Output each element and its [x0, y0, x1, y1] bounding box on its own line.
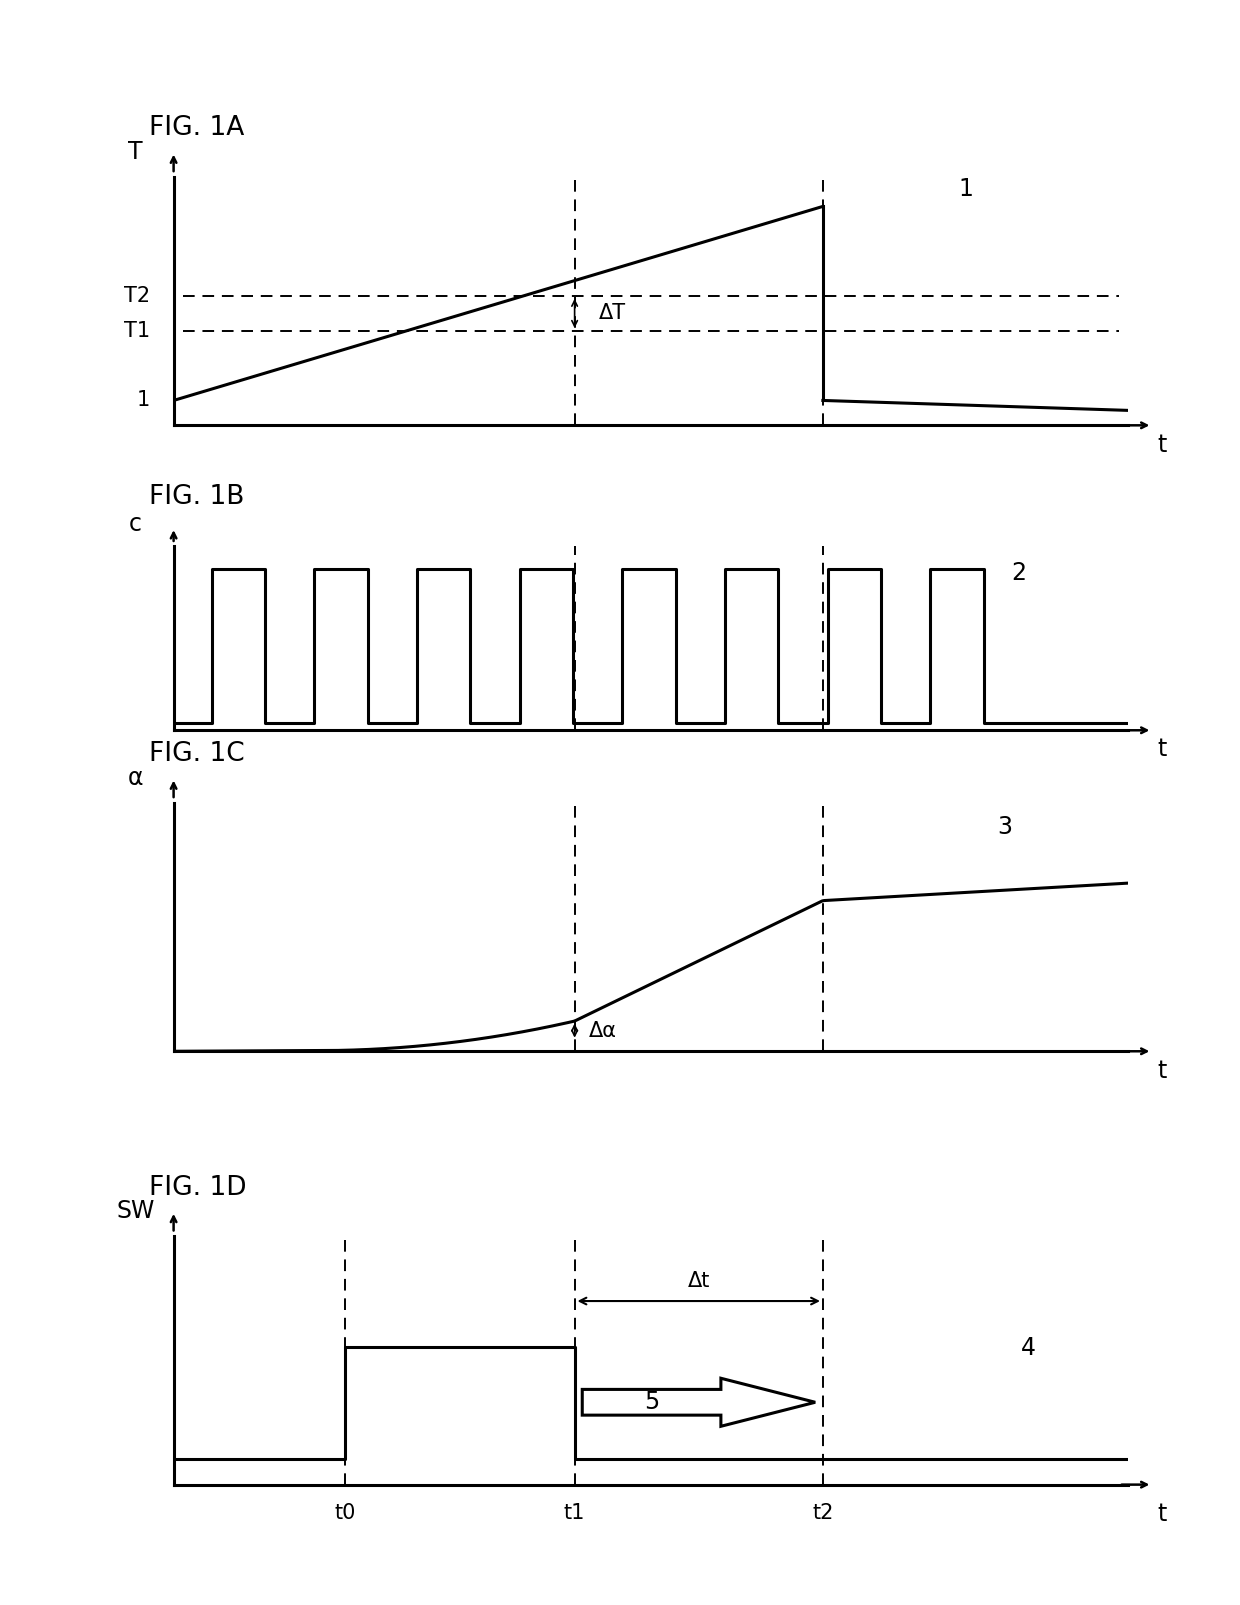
Text: t: t — [1157, 433, 1167, 457]
Text: α: α — [128, 766, 143, 790]
Text: t: t — [1157, 737, 1167, 761]
Text: 3: 3 — [997, 815, 1012, 839]
FancyArrow shape — [583, 1379, 815, 1427]
Text: t: t — [1157, 1502, 1167, 1526]
Text: t: t — [1157, 1059, 1167, 1083]
Text: FIG. 1C: FIG. 1C — [149, 742, 244, 767]
Text: t0: t0 — [335, 1504, 356, 1523]
Text: Δα: Δα — [589, 1021, 618, 1040]
Text: 5: 5 — [644, 1390, 660, 1414]
Text: 1: 1 — [959, 177, 973, 201]
Text: ΔT: ΔT — [599, 303, 626, 323]
Text: T: T — [128, 140, 143, 164]
Text: FIG. 1B: FIG. 1B — [149, 485, 244, 510]
Text: 1: 1 — [136, 390, 150, 411]
Text: t1: t1 — [564, 1504, 585, 1523]
Text: 2: 2 — [1011, 562, 1025, 586]
Text: FIG. 1A: FIG. 1A — [149, 116, 244, 141]
Text: SW: SW — [117, 1199, 155, 1223]
Text: T2: T2 — [124, 286, 150, 307]
Text: T1: T1 — [124, 321, 150, 340]
Text: t2: t2 — [812, 1504, 833, 1523]
Text: Δt: Δt — [687, 1271, 711, 1290]
Text: c: c — [129, 512, 141, 536]
Text: 4: 4 — [1021, 1335, 1035, 1359]
Text: FIG. 1D: FIG. 1D — [149, 1175, 247, 1201]
